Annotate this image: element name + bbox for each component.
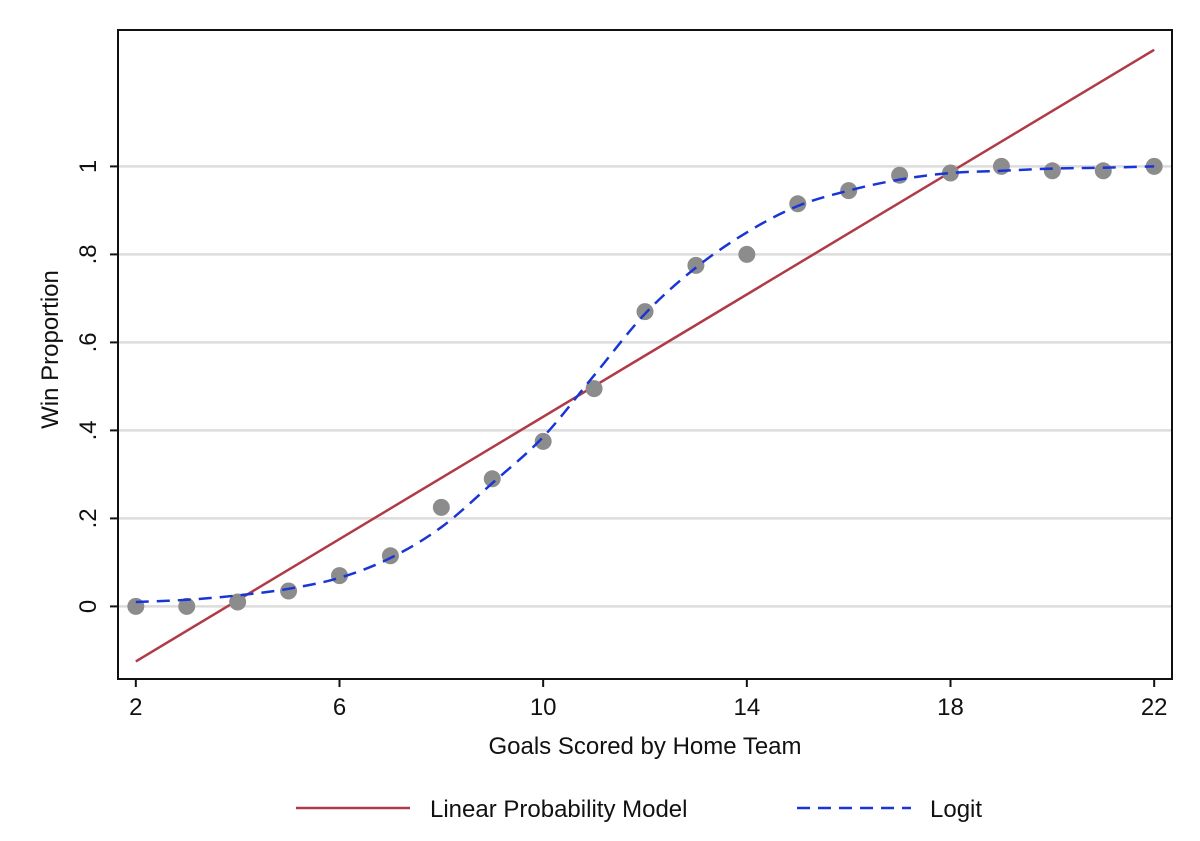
data-point — [483, 470, 501, 488]
y-axis-title: Win Proportion — [37, 270, 64, 429]
logit-curve — [135, 165, 1155, 604]
y-tick-label: .6 — [75, 332, 102, 352]
data-point — [432, 498, 450, 516]
gridlines — [118, 165, 1172, 608]
y-tick-label: .8 — [75, 244, 102, 264]
data-point — [585, 380, 603, 398]
data-point — [127, 597, 145, 615]
y-tick-label: .2 — [75, 508, 102, 528]
data-point — [738, 245, 756, 263]
data-point — [942, 164, 960, 182]
data-point — [840, 182, 858, 200]
axis-ticks: 2 6 10 14 18 22 0 .2 .4 .6 .8 1 — [75, 160, 1168, 721]
data-point — [178, 597, 196, 615]
legend-lpm-label: Linear Probability Model — [430, 796, 687, 823]
data-point — [229, 593, 247, 611]
x-tick-label: 18 — [937, 694, 964, 721]
legend: Linear Probability Model Logit — [296, 796, 982, 823]
y-tick-label: .4 — [75, 420, 102, 440]
data-point — [1094, 162, 1112, 180]
legend-logit-label: Logit — [930, 796, 982, 823]
y-tick-label: 1 — [75, 160, 102, 173]
x-tick-label: 2 — [129, 694, 142, 721]
y-tick-label: 0 — [75, 600, 102, 613]
x-tick-label: 6 — [333, 694, 346, 721]
data-point — [636, 303, 654, 321]
lpm-series — [135, 48, 1155, 663]
plot-frame — [117, 29, 1173, 680]
logit-series — [135, 165, 1155, 604]
x-tick-label: 22 — [1141, 694, 1168, 721]
data-point — [280, 582, 298, 600]
data-point — [1043, 162, 1061, 180]
lpm-line — [135, 48, 1155, 663]
data-point — [992, 157, 1010, 175]
x-tick-label: 10 — [530, 694, 557, 721]
data-point — [534, 432, 552, 450]
scatter-points — [127, 157, 1163, 615]
x-axis-title: Goals Scored by Home Team — [488, 733, 801, 760]
x-tick-label: 14 — [733, 694, 760, 721]
